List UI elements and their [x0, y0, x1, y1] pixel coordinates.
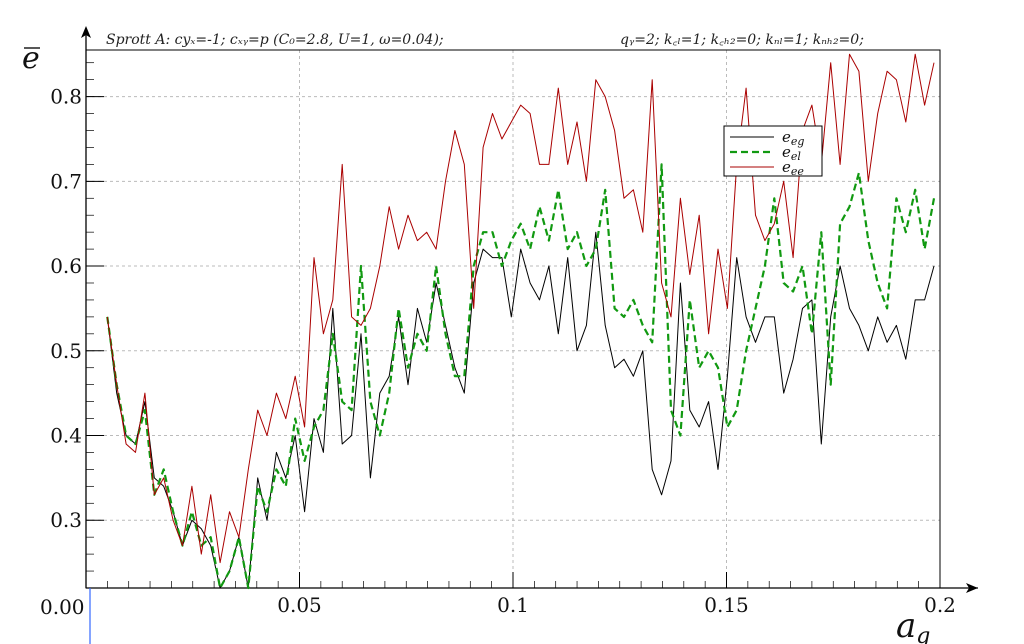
x-axis-arrow — [966, 583, 978, 593]
y-tick-label: 0.8 — [50, 85, 82, 109]
tick-labels: 0.3 0.4 0.5 0.6 0.7 0.8 0.05 0.1 0.15 0.2 — [50, 85, 956, 617]
y-tick-label: 0.4 — [50, 423, 82, 447]
y-axis-label: e — [22, 41, 40, 76]
header-right-text: qᵧ=2; k꜀ₗ=1; k꜀ₕ₂=0; kₙₗ=1; kₙₕ₂=0; — [620, 32, 864, 48]
y-axis-label-text: e — [22, 41, 40, 76]
legend-label-main: e — [782, 158, 791, 176]
y-axis-arrow — [81, 26, 91, 38]
legend-label-el: eel — [782, 143, 801, 163]
legend-label-sub: el — [791, 150, 802, 163]
x-axis-label-main: a — [896, 606, 916, 644]
legend-label-sub: ee — [791, 165, 805, 178]
x-origin-label: 0.00 — [40, 595, 85, 619]
x-tick-label: 0.15 — [704, 593, 749, 617]
legend-label-eg: eeg — [782, 128, 804, 148]
series-line-el — [106, 163, 936, 590]
x-tick-label: 0.1 — [497, 593, 529, 617]
legend-label-sub: eg — [791, 135, 805, 148]
grid-lines — [86, 50, 941, 588]
y-tick-label: 0.7 — [50, 169, 82, 193]
x-axis-label-sub: g — [916, 624, 930, 644]
series-line-eg — [106, 231, 935, 589]
legend-label-ee: eee — [782, 158, 804, 178]
series-line-ee — [106, 53, 935, 564]
header-left-text: Sprott A: cyₓ=-1; cₓᵧ=p (C₀=2.8, U=1, ω=… — [106, 32, 444, 48]
y-tick-label: 0.3 — [50, 508, 82, 532]
legend-box — [723, 125, 823, 177]
x-tick-label: 0.2 — [924, 593, 956, 617]
series-layer — [106, 53, 936, 590]
axes — [81, 26, 978, 644]
x-axis-label: ag — [896, 606, 930, 644]
y-tick-label: 0.6 — [50, 254, 82, 278]
legend-label-main: e — [782, 143, 791, 161]
x-axis-label-text: ag — [896, 606, 930, 644]
x-tick-label: 0.05 — [277, 593, 322, 617]
legend-label-main: e — [782, 128, 791, 146]
y-tick-label: 0.5 — [50, 339, 82, 363]
